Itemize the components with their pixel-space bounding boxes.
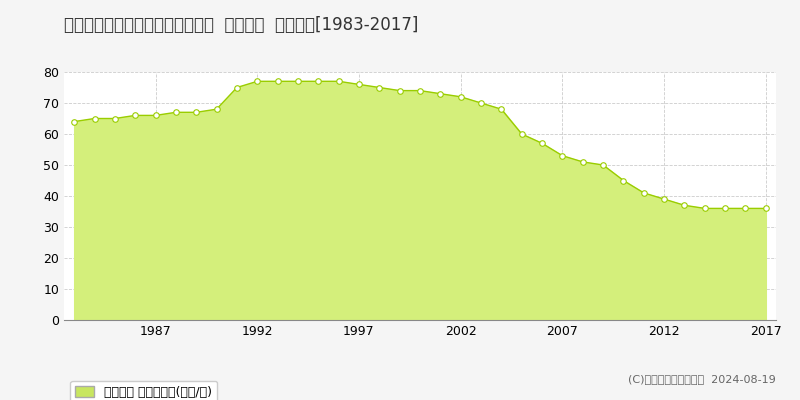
Text: 徳島県徳島市伊賀町３丁目５番４  地価公示  地価推移[1983-2017]: 徳島県徳島市伊賀町３丁目５番４ 地価公示 地価推移[1983-2017] — [64, 16, 418, 34]
Text: (C)土地価格ドットコム  2024-08-19: (C)土地価格ドットコム 2024-08-19 — [628, 374, 776, 384]
Legend: 地価公示 平均坪単価(万円/坪): 地価公示 平均坪単価(万円/坪) — [70, 381, 217, 400]
